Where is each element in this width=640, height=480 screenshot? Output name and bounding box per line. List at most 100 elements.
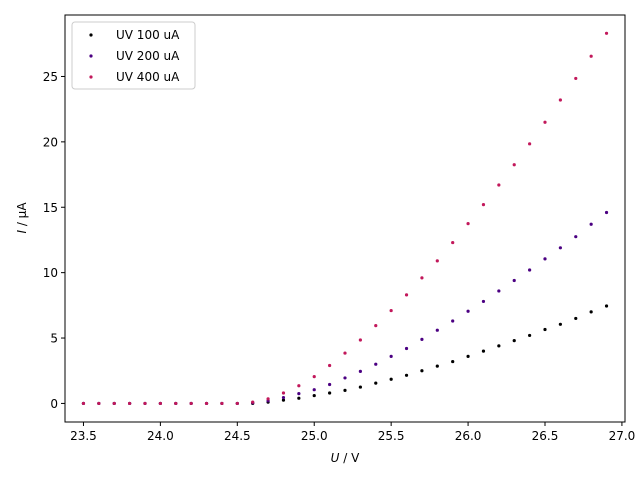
data-point xyxy=(220,401,224,406)
data-point xyxy=(589,310,593,314)
legend-marker-uv-100 xyxy=(89,33,93,37)
y-tick-label: 0 xyxy=(50,397,58,411)
data-point xyxy=(466,309,470,313)
data-point xyxy=(343,376,347,380)
data-point xyxy=(404,373,409,377)
data-point xyxy=(589,222,593,226)
data-point xyxy=(543,327,547,332)
x-tick-label: 27.0 xyxy=(609,429,636,443)
y-tick-label: 5 xyxy=(50,332,58,346)
data-point xyxy=(481,349,486,353)
data-point xyxy=(451,319,455,323)
data-point xyxy=(328,363,332,368)
data-point xyxy=(604,31,609,35)
legend-box xyxy=(71,21,196,90)
y-tick-label: 20 xyxy=(43,135,58,149)
data-point xyxy=(420,276,424,280)
data-point xyxy=(574,316,578,321)
y-tick-label: 15 xyxy=(43,201,58,215)
data-point xyxy=(435,259,439,263)
data-point xyxy=(497,183,501,187)
y-axis-ticks: 0 5 10 15 20 25 xyxy=(43,70,65,411)
data-point xyxy=(81,401,86,406)
data-point xyxy=(281,398,286,402)
x-tick-label: 25.5 xyxy=(378,429,405,443)
data-point xyxy=(266,397,270,401)
data-point xyxy=(574,76,578,81)
data-point xyxy=(97,401,101,406)
data-point xyxy=(374,324,378,328)
data-point xyxy=(281,391,286,395)
data-point xyxy=(358,369,362,373)
data-point xyxy=(312,388,316,392)
data-point xyxy=(112,401,116,406)
y-tick-label: 25 xyxy=(43,70,58,84)
data-point xyxy=(512,339,516,343)
data-point xyxy=(281,395,286,400)
data-point xyxy=(389,308,393,313)
x-axis-ticks: 23.5 24.0 24.5 25.0 25.5 26.0 26.5 27.0 xyxy=(70,422,635,443)
data-point xyxy=(389,354,393,358)
data-point xyxy=(451,359,455,364)
data-point xyxy=(528,268,532,272)
data-point xyxy=(328,382,332,387)
legend-marker-uv-400 xyxy=(89,75,93,79)
x-tick-label: 24.5 xyxy=(224,429,251,443)
data-point xyxy=(297,384,301,388)
data-point xyxy=(251,400,255,404)
data-point xyxy=(404,346,409,351)
legend-marker-uv-200 xyxy=(89,54,93,58)
data-point xyxy=(143,401,147,406)
data-point xyxy=(589,54,593,58)
data-point xyxy=(297,392,301,396)
legend-label-uv-400: UV 400 uA xyxy=(116,70,180,84)
data-points xyxy=(81,31,609,406)
data-point xyxy=(512,278,516,283)
data-point xyxy=(358,338,362,342)
data-point xyxy=(497,289,501,293)
data-point xyxy=(328,391,332,395)
data-point xyxy=(389,377,393,381)
data-point xyxy=(481,203,486,207)
data-point xyxy=(404,293,409,297)
y-tick-label: 10 xyxy=(43,266,58,280)
plot-frame xyxy=(64,14,626,423)
series-3 xyxy=(81,31,609,406)
data-point xyxy=(297,396,301,400)
x-tick-label: 24.0 xyxy=(147,429,174,443)
data-point xyxy=(543,257,547,261)
data-point xyxy=(358,385,362,389)
data-point xyxy=(558,322,562,326)
data-point xyxy=(558,98,562,102)
x-tick-label: 25.0 xyxy=(301,429,328,443)
data-point xyxy=(558,246,562,250)
x-tick-label: 23.5 xyxy=(70,429,97,443)
data-point xyxy=(420,369,424,373)
data-point xyxy=(466,354,470,358)
x-tick-label: 26.5 xyxy=(532,429,559,443)
data-point xyxy=(451,240,455,245)
data-point xyxy=(481,299,486,304)
data-point xyxy=(420,337,424,341)
data-point xyxy=(174,401,178,406)
data-point xyxy=(435,364,439,368)
data-point xyxy=(158,401,162,406)
y-axis-label: I / µA xyxy=(15,202,29,234)
data-point xyxy=(312,375,316,379)
data-point xyxy=(512,163,516,167)
data-point xyxy=(189,401,193,406)
data-point xyxy=(528,333,532,338)
data-point xyxy=(497,344,501,348)
data-point xyxy=(604,304,609,308)
data-point xyxy=(235,401,239,406)
data-point xyxy=(604,210,609,215)
data-point xyxy=(435,328,439,332)
data-point xyxy=(128,401,132,406)
data-point xyxy=(528,142,532,146)
data-point xyxy=(204,401,209,406)
data-point xyxy=(343,351,347,355)
legend-label-uv-100: UV 100 uA xyxy=(116,28,180,42)
legend-label-uv-200: UV 200 uA xyxy=(116,49,180,63)
data-point xyxy=(343,388,347,392)
